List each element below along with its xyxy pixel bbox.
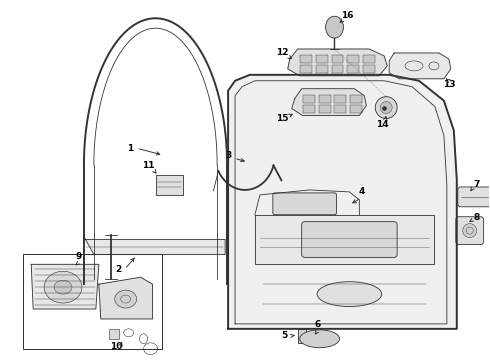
- Text: 11: 11: [142, 161, 155, 170]
- Polygon shape: [389, 53, 451, 79]
- Bar: [350, 105, 362, 113]
- Bar: [316, 55, 327, 63]
- Bar: [332, 55, 343, 63]
- Bar: [303, 95, 315, 103]
- Polygon shape: [255, 215, 434, 264]
- Bar: [316, 65, 327, 73]
- Text: 1: 1: [127, 144, 134, 153]
- Bar: [332, 65, 343, 73]
- Text: 4: 4: [358, 188, 365, 197]
- FancyBboxPatch shape: [302, 222, 397, 257]
- FancyBboxPatch shape: [273, 193, 337, 215]
- Polygon shape: [228, 75, 457, 329]
- Text: 6: 6: [315, 320, 321, 329]
- Bar: [303, 105, 315, 113]
- Ellipse shape: [325, 16, 343, 38]
- Bar: [347, 65, 359, 73]
- Polygon shape: [99, 277, 152, 319]
- Text: 7: 7: [473, 180, 480, 189]
- Ellipse shape: [54, 280, 72, 294]
- Bar: [335, 95, 346, 103]
- Bar: [298, 329, 306, 343]
- Bar: [318, 105, 331, 113]
- Bar: [300, 65, 312, 73]
- Ellipse shape: [375, 96, 397, 118]
- Text: 10: 10: [110, 342, 122, 351]
- Text: 13: 13: [442, 80, 455, 89]
- FancyBboxPatch shape: [458, 187, 490, 207]
- Ellipse shape: [115, 290, 137, 308]
- Ellipse shape: [317, 282, 382, 306]
- Ellipse shape: [380, 102, 392, 113]
- Ellipse shape: [463, 224, 477, 238]
- Text: 16: 16: [341, 11, 354, 20]
- Ellipse shape: [44, 271, 82, 303]
- Text: 8: 8: [473, 213, 480, 222]
- Text: 15: 15: [275, 114, 288, 123]
- Bar: [318, 95, 331, 103]
- Bar: [155, 175, 183, 195]
- Bar: [363, 55, 375, 63]
- Text: 14: 14: [376, 120, 389, 129]
- Text: 9: 9: [76, 252, 82, 261]
- Polygon shape: [31, 264, 99, 309]
- FancyBboxPatch shape: [456, 217, 484, 244]
- Bar: [109, 329, 119, 339]
- Bar: [347, 55, 359, 63]
- Text: 12: 12: [275, 49, 288, 58]
- Bar: [335, 105, 346, 113]
- Bar: [300, 55, 312, 63]
- Polygon shape: [288, 49, 387, 76]
- Text: 3: 3: [225, 151, 231, 160]
- Text: 5: 5: [282, 331, 288, 340]
- Bar: [350, 95, 362, 103]
- Polygon shape: [84, 237, 225, 255]
- Polygon shape: [292, 89, 367, 116]
- Bar: [23, 255, 163, 349]
- Text: 2: 2: [116, 265, 122, 274]
- Bar: [363, 65, 375, 73]
- Ellipse shape: [300, 330, 340, 348]
